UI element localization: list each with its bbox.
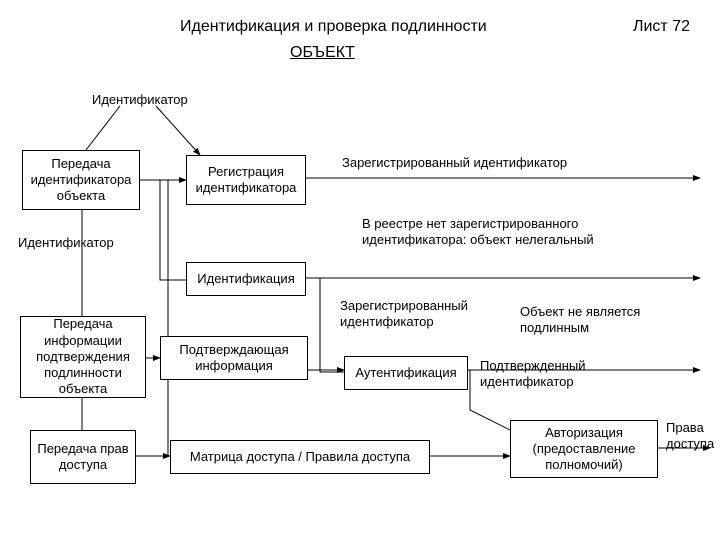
label-confirmed-id-b: идентификатор — [480, 374, 574, 390]
box-identification: Идентификация — [186, 262, 306, 296]
box-authentication: Аутентификация — [344, 356, 468, 390]
box-confirming-info: Подтверждающая информация — [160, 336, 308, 380]
label-registered-id2a: Зарегистрированный — [340, 298, 468, 314]
label-rights-b: доступа — [666, 436, 714, 452]
label-identifier-top: Идентификатор — [92, 92, 188, 108]
label-registered-id2b: идентификатор — [340, 314, 434, 330]
label-rights-a: Права — [666, 420, 704, 436]
label-no-registered-a: В реестре нет зарегистрированного — [362, 216, 578, 232]
label-registered-id: Зарегистрированный идентификатор — [342, 155, 567, 171]
label-not-authentic-b: подлинным — [520, 320, 589, 336]
box-registration: Регистрация идентификатора — [186, 155, 306, 205]
label-no-registered-b: идентификатора: объект нелегальный — [362, 232, 594, 248]
box-transfer-rights: Передача прав доступа — [30, 430, 136, 484]
sheet-number: Лист 72 — [633, 18, 690, 36]
label-identifier-mid: Идентификатор — [18, 235, 114, 251]
box-transfer-identifier: Передача идентификатора объекта — [22, 150, 140, 210]
box-authorization: Авторизация (предоставление полномочий) — [510, 420, 658, 478]
box-transfer-auth-info: Передача информации подтверждения подлин… — [20, 316, 146, 398]
label-not-authentic-a: Объект не является — [520, 304, 640, 320]
subtitle-object: ОБЪЕКТ — [290, 44, 355, 62]
box-access-matrix: Матрица доступа / Правила доступа — [170, 440, 430, 474]
page-title: Идентификация и проверка подлинности — [180, 18, 487, 36]
label-confirmed-id-a: Подтвержденный — [480, 358, 586, 374]
